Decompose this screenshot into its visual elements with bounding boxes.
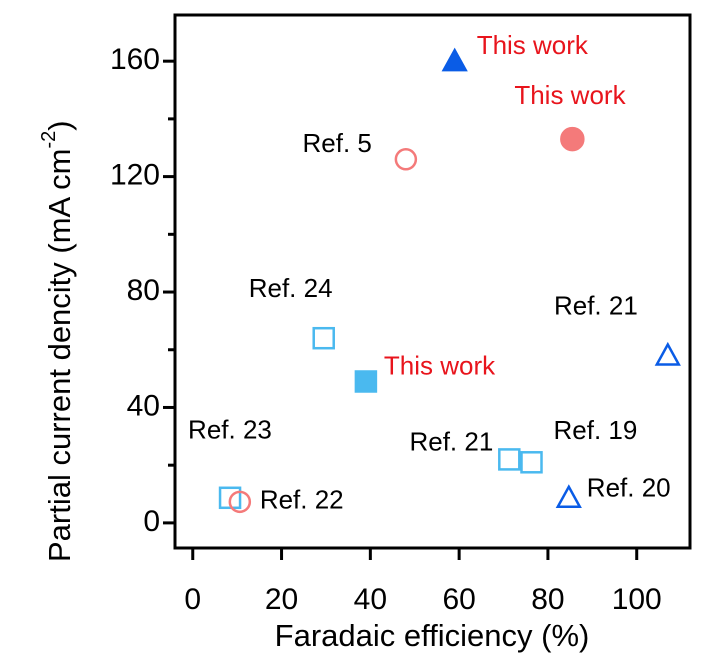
point (228, 490, 252, 514)
y-axis-label-main: Partial current dencity (mA cm (42, 149, 77, 562)
point-label: Ref. 20 (587, 473, 671, 503)
y-axis-label-end: ) (42, 120, 77, 130)
point-label: Ref. 21 (554, 290, 638, 320)
y-axis-label: Partial current dencity (mA cm-2) (38, 120, 77, 562)
x-tick-label: 20 (265, 583, 298, 616)
x-tick-label: 0 (184, 583, 201, 616)
x-tick-label: 100 (612, 583, 662, 616)
y-tick-label: 80 (127, 274, 160, 307)
x-tick-label: 40 (354, 583, 387, 616)
point-label: This work (384, 350, 496, 380)
point (560, 126, 585, 152)
y-tick-label: 0 (143, 505, 160, 538)
point-label: This work (477, 30, 589, 60)
x-tick-label: 80 (531, 583, 564, 616)
point (498, 448, 521, 471)
point (218, 486, 242, 510)
point-label: Ref. 5 (302, 128, 371, 158)
point (394, 148, 418, 171)
point-label: This work (514, 80, 626, 110)
point (441, 47, 468, 72)
point (520, 451, 543, 474)
point (312, 326, 335, 350)
x-tick-label: 60 (442, 583, 475, 616)
point-label: Ref. 24 (249, 273, 333, 303)
point (354, 370, 378, 393)
y-tick-label: 160 (110, 43, 160, 76)
point-label: Ref. 22 (260, 485, 344, 515)
y-tick-label: 40 (127, 389, 160, 422)
point (555, 484, 582, 509)
point-label: Ref. 23 (188, 415, 272, 445)
point-label: Ref. 19 (554, 415, 638, 445)
point (654, 341, 681, 366)
y-tick-label: 120 (110, 159, 160, 192)
y-axis-label-sup: -2 (38, 131, 60, 149)
x-axis-label: Faradaic efficiency (%) (275, 618, 590, 653)
plot-frame (173, 13, 692, 550)
point-label: Ref. 21 (409, 426, 493, 456)
